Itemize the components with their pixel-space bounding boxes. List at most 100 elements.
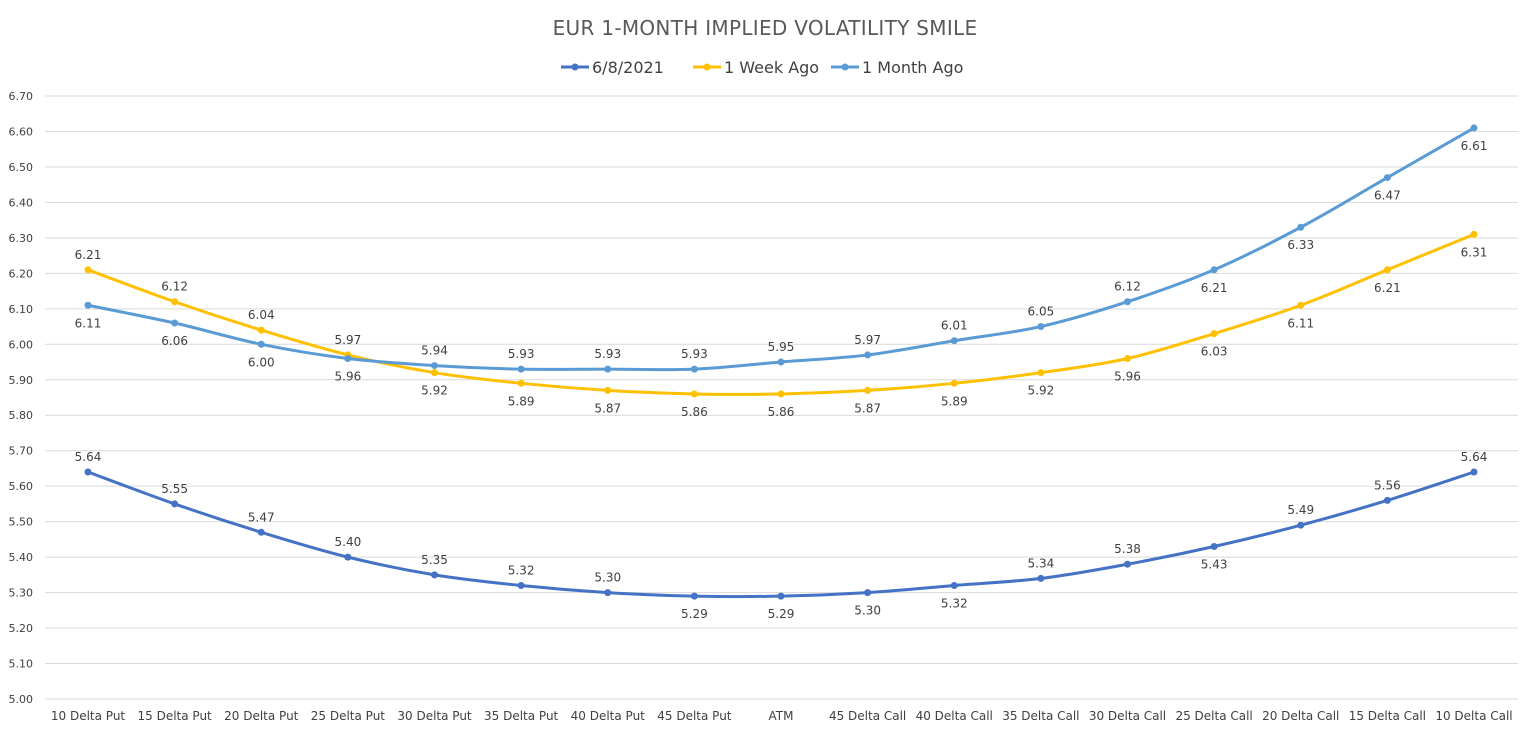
- data-label: 5.30: [594, 571, 621, 585]
- data-label: 5.86: [681, 405, 708, 419]
- series-line: [87, 232, 1475, 396]
- data-label: 6.06: [161, 334, 188, 348]
- legend-swatch-marker: [703, 63, 711, 71]
- legend-label: 6/8/2021: [592, 58, 664, 77]
- y-tick-label: 5.80: [9, 409, 34, 422]
- data-label: 5.96: [1114, 369, 1141, 383]
- data-label: 5.30: [854, 604, 881, 618]
- data-point: [257, 528, 265, 536]
- data-point: [1470, 230, 1478, 238]
- series-1-week-ago: [84, 230, 1478, 398]
- x-tick-label: 40 Delta Call: [916, 709, 993, 723]
- data-labels: 5.64 5.55 5.47 5.40 5.35 5.32 5.30 5.29 5.29 5.30…: [75, 139, 1488, 621]
- x-axis: 10 Delta Put 15 Delta Put 20 Delta Put 25 D…: [51, 709, 1513, 723]
- x-tick-label: 35 Delta Call: [1002, 709, 1079, 723]
- data-point: [777, 358, 785, 366]
- x-tick-label: 45 Delta Put: [657, 709, 732, 723]
- data-label: 6.21: [1374, 281, 1401, 295]
- y-tick-label: 6.20: [9, 267, 34, 280]
- data-point: [431, 369, 438, 377]
- data-point: [1297, 223, 1305, 231]
- y-tick-label: 6.50: [9, 161, 34, 174]
- data-label: 6.11: [75, 316, 102, 330]
- data-point: [257, 340, 265, 348]
- series-layer: [84, 124, 1478, 600]
- data-label: 5.92: [421, 384, 448, 398]
- data-point: [1383, 496, 1391, 504]
- data-point: [1297, 301, 1305, 309]
- data-point: [690, 592, 698, 600]
- x-tick-label: 10 Delta Put: [51, 709, 126, 723]
- data-point: [604, 386, 612, 394]
- data-point: [344, 354, 352, 362]
- data-point: [690, 365, 698, 373]
- data-label: 5.56: [1374, 478, 1401, 492]
- data-label: 5.29: [768, 607, 795, 621]
- data-point: [431, 571, 438, 579]
- data-point: [604, 365, 612, 373]
- data-point: [1124, 354, 1131, 362]
- x-tick-label: 25 Delta Call: [1175, 709, 1252, 723]
- data-label: 6.21: [75, 248, 102, 262]
- data-label: 6.12: [1114, 280, 1141, 294]
- data-point: [1124, 560, 1131, 568]
- data-label: 5.38: [1114, 542, 1141, 556]
- data-point: [84, 301, 92, 309]
- data-point: [1037, 574, 1045, 582]
- x-tick-label: 30 Delta Call: [1089, 709, 1166, 723]
- data-point: [950, 337, 958, 345]
- y-tick-label: 5.60: [9, 480, 34, 493]
- y-tick-label: 5.90: [9, 374, 34, 387]
- data-label: 6.12: [161, 280, 188, 294]
- x-tick-label: 35 Delta Put: [484, 709, 559, 723]
- data-label: 6.00: [248, 355, 275, 369]
- data-point: [517, 365, 525, 373]
- data-point: [864, 386, 872, 394]
- y-tick-label: 6.70: [9, 90, 34, 103]
- data-label: 6.31: [1461, 245, 1488, 259]
- data-point: [344, 553, 352, 561]
- data-point: [950, 581, 958, 589]
- data-label: 5.40: [335, 535, 362, 549]
- legend-item-6-8-2021: 6/8/2021: [561, 58, 664, 77]
- data-point: [1037, 369, 1045, 377]
- x-tick-label: 30 Delta Put: [397, 709, 472, 723]
- data-label: 5.32: [508, 563, 535, 577]
- data-point: [1210, 266, 1218, 274]
- data-point: [257, 326, 265, 334]
- x-tick-label: 20 Delta Call: [1262, 709, 1339, 723]
- data-label: 5.93: [594, 347, 621, 361]
- data-label: 5.87: [854, 401, 881, 415]
- x-tick-label: 15 Delta Put: [138, 709, 213, 723]
- legend-label: 1 Month Ago: [862, 58, 963, 77]
- series-line: [87, 470, 1475, 599]
- data-point: [950, 379, 958, 387]
- data-point: [604, 589, 612, 597]
- data-label: 5.47: [248, 510, 275, 524]
- y-tick-label: 5.30: [9, 587, 34, 600]
- data-point: [1383, 266, 1391, 274]
- y-tick-label: 6.10: [9, 303, 34, 316]
- y-tick-label: 5.50: [9, 516, 34, 529]
- data-label: 5.94: [421, 344, 448, 358]
- data-label: 6.47: [1374, 189, 1401, 203]
- x-tick-label: 15 Delta Call: [1349, 709, 1426, 723]
- data-label: 6.05: [1028, 305, 1055, 319]
- y-tick-label: 5.40: [9, 551, 34, 564]
- legend-label: 1 Week Ago: [724, 58, 819, 77]
- x-tick-label: 20 Delta Put: [224, 709, 299, 723]
- data-label: 5.64: [75, 450, 102, 464]
- data-label: 5.86: [768, 405, 795, 419]
- data-label: 5.89: [941, 394, 968, 408]
- data-point: [84, 266, 92, 274]
- data-label: 5.55: [161, 482, 188, 496]
- data-label: 5.49: [1287, 503, 1314, 517]
- data-label: 6.21: [1201, 281, 1228, 295]
- data-label: 5.43: [1201, 557, 1228, 571]
- data-point: [1210, 542, 1218, 550]
- data-label: 5.89: [508, 394, 535, 408]
- data-label: 5.32: [941, 596, 968, 610]
- gridlines: [45, 95, 1518, 700]
- data-label: 5.34: [1028, 556, 1055, 570]
